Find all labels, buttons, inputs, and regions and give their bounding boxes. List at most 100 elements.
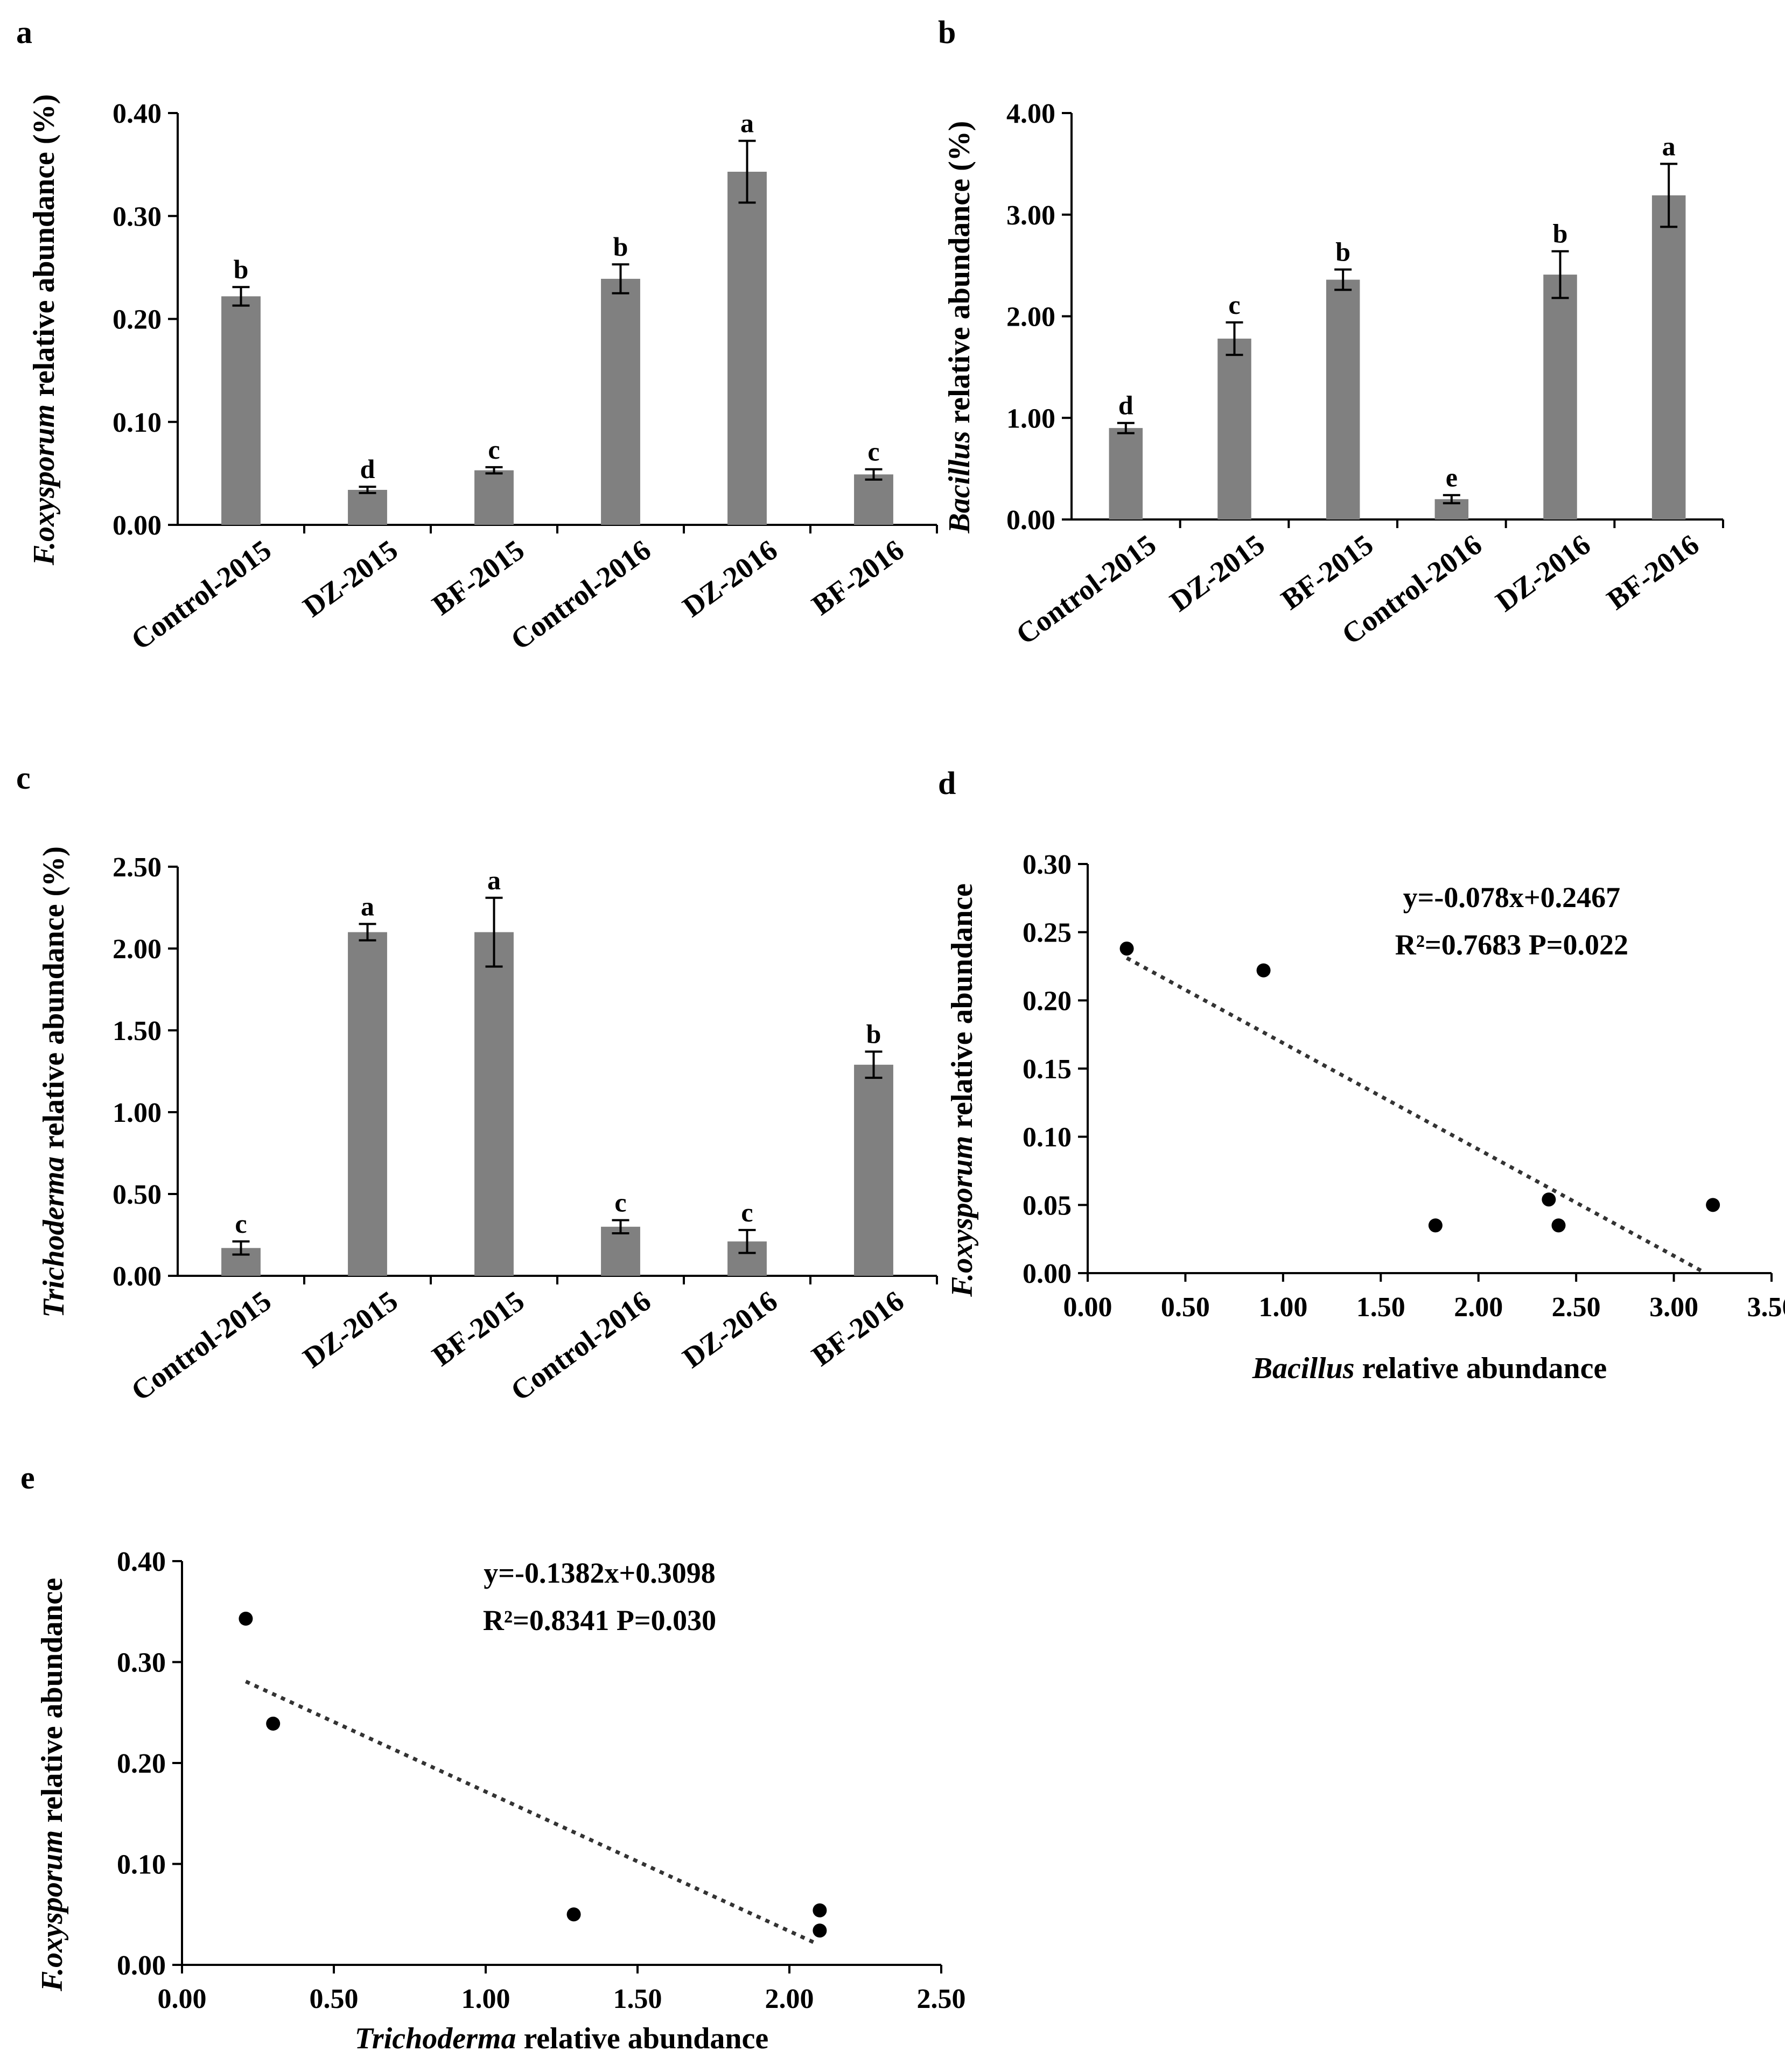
x-tick-label: 3.50	[1747, 1292, 1785, 1323]
category-label: DZ-2016	[1490, 528, 1597, 618]
significance-letter: a	[740, 108, 754, 138]
bar-BF-2016	[854, 474, 893, 525]
regression-equation: y=-0.1382x+0.3098	[484, 1557, 716, 1589]
category-label: DZ-2015	[1164, 528, 1271, 618]
bar-BF-2015	[474, 470, 514, 525]
category-label: BF-2016	[1601, 528, 1705, 616]
data-point	[813, 1923, 827, 1938]
y-tick-label: 2.00	[1006, 302, 1055, 333]
y-tick-label: 0.20	[113, 305, 162, 335]
bar-Control-2015	[1109, 428, 1143, 519]
significance-letter: b	[234, 254, 249, 284]
y-tick-label: 4.00	[1006, 99, 1055, 129]
y-tick-label: 0.10	[1023, 1122, 1072, 1153]
y-tick-label: 0.10	[117, 1850, 166, 1880]
y-tick-label: 0.05	[1023, 1190, 1072, 1221]
regression-stats: R²=0.8341 P=0.030	[483, 1604, 716, 1636]
bar-DZ-2016	[1543, 275, 1577, 519]
y-tick-label: 0.00	[1006, 505, 1055, 536]
y-tick-label: 1.00	[1006, 403, 1055, 434]
y-tick-label: 1.50	[113, 1016, 162, 1046]
bar-DZ-2015	[1217, 339, 1251, 519]
x-tick-label: 0.00	[158, 1984, 207, 2014]
y-axis-label-rest: relative abundance (%)	[943, 121, 976, 431]
x-tick-label: 2.50	[917, 1984, 966, 2014]
category-label: BF-2015	[426, 1284, 530, 1372]
category-label: DZ-2016	[677, 533, 783, 623]
y-tick-label: 0.50	[113, 1179, 162, 1210]
x-tick-label: 2.00	[765, 1984, 814, 2014]
y-tick-label: 0.40	[117, 1547, 166, 1577]
y-tick-label: 3.00	[1006, 200, 1055, 231]
category-label: DZ-2015	[297, 533, 404, 623]
x-tick-label: 0.50	[1161, 1292, 1210, 1323]
x-tick-label: 1.00	[1258, 1292, 1307, 1323]
y-tick-label: 0.00	[113, 510, 162, 541]
y-tick-label: 1.00	[113, 1098, 162, 1128]
panel-label: e	[20, 1460, 35, 1495]
y-tick-label: 2.00	[113, 934, 162, 965]
category-label: BF-2016	[806, 1284, 910, 1372]
bar-Control-2015	[221, 296, 261, 525]
panel-label: c	[16, 760, 31, 796]
bar-DZ-2015	[348, 932, 387, 1276]
significance-letter: c	[1228, 290, 1240, 320]
category-label: Control-2016	[505, 533, 657, 656]
panel-label: a	[16, 15, 32, 50]
panel-d: 0.00 0.05 0.10 0.15 0.20 0.25 0.30 0.00 0.50 1.00…	[938, 765, 1785, 1385]
x-tick-label: 0.50	[310, 1984, 359, 2014]
panel-a: 0.00 0.10 0.20 0.30 0.40 b Control-2015 d DZ-201…	[16, 15, 938, 656]
data-point	[566, 1907, 581, 1922]
significance-letter: b	[1335, 237, 1350, 267]
y-tick-label: 0.20	[117, 1748, 166, 1779]
data-point	[1551, 1218, 1566, 1233]
y-tick-label: 0.40	[113, 99, 162, 129]
data-point	[813, 1903, 827, 1918]
significance-letter: a	[1662, 131, 1676, 161]
x-tick-label: 3.00	[1649, 1292, 1698, 1323]
x-tick-label: 1.50	[613, 1984, 662, 2014]
y-tick-label: 0.00	[1023, 1259, 1072, 1289]
y-tick-label: 0.30	[1023, 849, 1072, 880]
category-label: DZ-2015	[297, 1284, 404, 1374]
y-axis-label-italic: Trichoderma	[37, 1156, 71, 1318]
bar-Control-2016	[601, 278, 640, 525]
y-axis-label-rest: relative abundance (%)	[27, 94, 61, 404]
x-tick-label: 0.00	[1063, 1292, 1112, 1323]
bar-DZ-2016	[727, 172, 767, 525]
bar-Control-2016	[601, 1226, 640, 1276]
category-label: DZ-2016	[677, 1284, 783, 1374]
category-label: Control-2015	[125, 533, 277, 656]
y-axis-label-rest: relative abundance (%)	[37, 846, 71, 1156]
significance-letter: d	[360, 454, 375, 484]
data-point	[266, 1716, 281, 1731]
y-axis-label: F.oxysporum relative abundance (%)	[27, 94, 61, 566]
significance-letter: b	[613, 231, 628, 262]
y-axis-label-rest: relative abundance	[36, 1578, 69, 1830]
x-tick-label: 2.50	[1552, 1292, 1601, 1323]
panel-label: d	[938, 765, 956, 801]
panel-c: 0.00 0.50 1.00 1.50 2.00 2.50 c Control-2015 a DZ…	[16, 760, 938, 1407]
bar-DZ-2015	[348, 489, 387, 525]
x-axis-label-rest: relative abundance	[516, 2022, 768, 2055]
trendline	[244, 1680, 815, 1944]
y-tick-label: 0.15	[1023, 1054, 1072, 1085]
trendline	[1125, 956, 1706, 1275]
y-tick-label: 0.25	[1023, 918, 1072, 949]
data-point	[239, 1611, 253, 1626]
y-tick-label: 0.10	[113, 408, 162, 438]
bar-BF-2016	[854, 1064, 893, 1276]
category-label: BF-2015	[426, 533, 530, 621]
significance-letter: b	[866, 1019, 881, 1049]
x-axis-label-italic: Bacillus	[1252, 1352, 1355, 1385]
data-point	[1119, 942, 1134, 956]
y-tick-label: 2.50	[113, 852, 162, 883]
significance-letter: c	[867, 437, 879, 467]
x-tick-label: 1.00	[461, 1984, 510, 2014]
y-axis-label-italic: Bacillus	[943, 431, 976, 534]
y-axis-label: Bacillus relative abundance (%)	[943, 121, 976, 534]
data-point	[1706, 1198, 1720, 1212]
y-axis-label: F.oxysporum relative abundance	[36, 1578, 69, 1992]
y-axis-label: F.oxysporum relative abundance	[946, 883, 979, 1297]
